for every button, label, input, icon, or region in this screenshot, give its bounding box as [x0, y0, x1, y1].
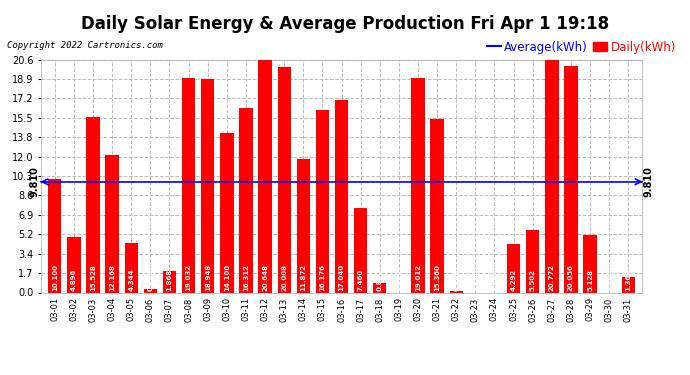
Text: 14.100: 14.100 — [224, 264, 230, 291]
Text: 0.000: 0.000 — [396, 269, 402, 291]
Text: 16.176: 16.176 — [319, 264, 326, 291]
Text: 4.896: 4.896 — [71, 269, 77, 291]
Bar — [48, 178, 61, 292]
Text: 11.872: 11.872 — [300, 264, 306, 291]
Bar — [316, 110, 329, 292]
Text: 19.032: 19.032 — [186, 264, 192, 291]
Text: 7.460: 7.460 — [357, 269, 364, 291]
Bar — [201, 79, 215, 292]
Text: 0.000: 0.000 — [491, 269, 497, 291]
Bar — [297, 159, 310, 292]
Bar — [526, 230, 540, 292]
Bar — [564, 66, 578, 292]
Text: 10.100: 10.100 — [52, 264, 58, 291]
Bar — [220, 134, 233, 292]
Text: 0.148: 0.148 — [453, 269, 460, 291]
Bar — [545, 58, 558, 292]
Bar — [622, 277, 635, 292]
Bar — [86, 117, 100, 292]
Text: 12.168: 12.168 — [109, 264, 115, 291]
Text: 4.292: 4.292 — [511, 269, 517, 291]
Text: 15.528: 15.528 — [90, 264, 96, 291]
Legend: Average(kWh), Daily(kWh): Average(kWh), Daily(kWh) — [482, 36, 680, 58]
Text: 17.040: 17.040 — [339, 264, 344, 291]
Text: 20.772: 20.772 — [549, 264, 555, 291]
Text: 9.810: 9.810 — [643, 166, 653, 197]
Bar — [277, 67, 291, 292]
Text: 20.056: 20.056 — [568, 264, 574, 291]
Text: 0.832: 0.832 — [377, 269, 383, 291]
Text: 5.128: 5.128 — [587, 269, 593, 291]
Bar — [144, 289, 157, 292]
Text: 0.288: 0.288 — [148, 269, 153, 291]
Text: 0.000: 0.000 — [607, 269, 612, 291]
Bar — [507, 244, 520, 292]
Text: 9.810: 9.810 — [30, 166, 40, 197]
Text: 18.948: 18.948 — [205, 264, 210, 291]
Bar — [431, 119, 444, 292]
Text: 1.868: 1.868 — [166, 269, 172, 291]
Bar — [239, 108, 253, 292]
Text: 5.502: 5.502 — [530, 269, 535, 291]
Text: 15.360: 15.360 — [434, 264, 440, 291]
Bar — [450, 291, 463, 292]
Bar — [163, 272, 176, 292]
Text: 20.008: 20.008 — [282, 264, 287, 291]
Bar — [335, 100, 348, 292]
Bar — [182, 78, 195, 292]
Bar — [106, 155, 119, 292]
Text: Daily Solar Energy & Average Production Fri Apr 1 19:18: Daily Solar Energy & Average Production … — [81, 15, 609, 33]
Bar — [583, 235, 597, 292]
Text: 4.344: 4.344 — [128, 268, 135, 291]
Bar — [354, 208, 367, 292]
Bar — [125, 243, 138, 292]
Text: 1.360: 1.360 — [625, 269, 631, 291]
Text: 0.000: 0.000 — [473, 269, 478, 291]
Text: 16.312: 16.312 — [243, 264, 249, 291]
Bar — [258, 60, 272, 292]
Bar — [411, 78, 425, 292]
Bar — [67, 237, 81, 292]
Bar — [373, 283, 386, 292]
Text: 19.012: 19.012 — [415, 264, 421, 291]
Text: Copyright 2022 Cartronics.com: Copyright 2022 Cartronics.com — [7, 41, 163, 50]
Text: 20.648: 20.648 — [262, 264, 268, 291]
